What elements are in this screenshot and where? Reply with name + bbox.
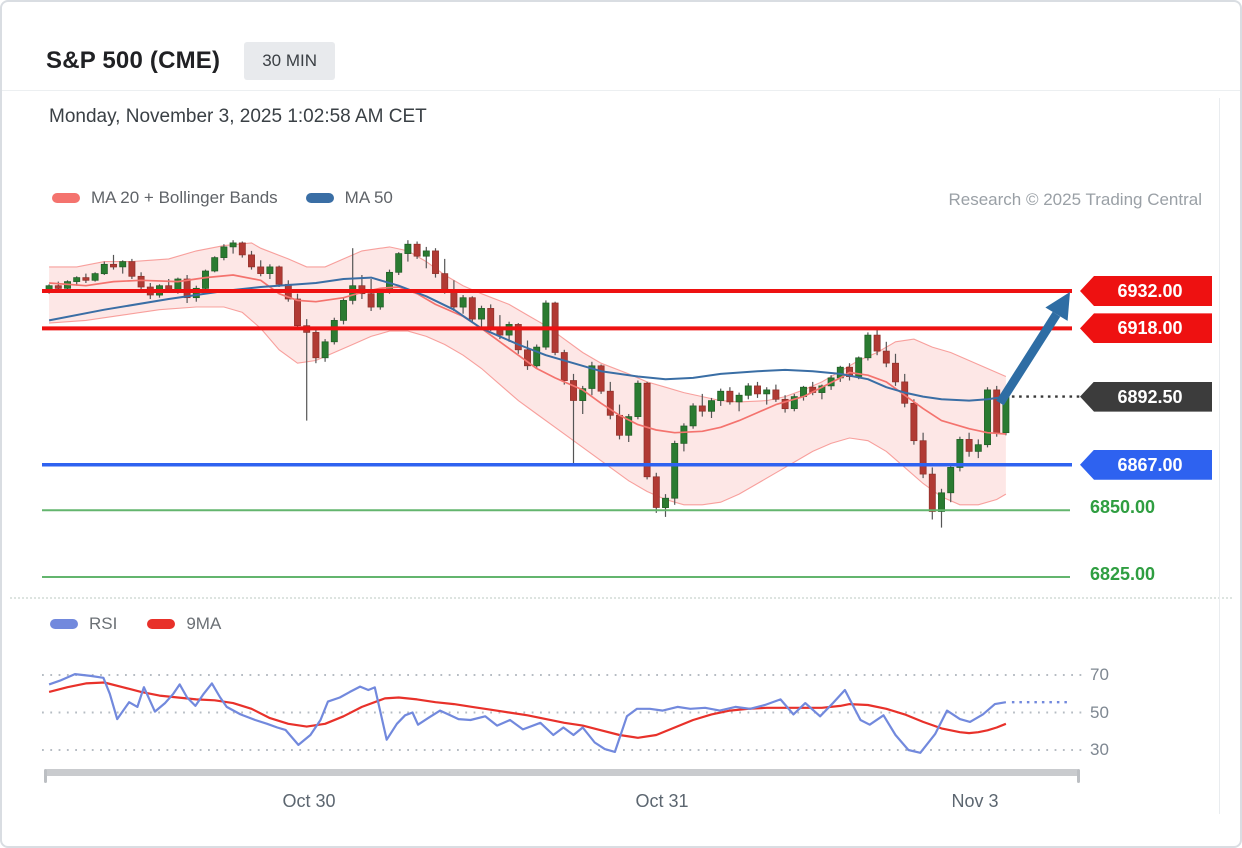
rsi-legend: RSI 9MA xyxy=(50,614,221,634)
ma50-legend-swatch xyxy=(305,193,334,203)
legend-item-9ma: 9MA xyxy=(147,614,221,634)
ma20-legend-swatch xyxy=(52,193,80,203)
research-credit: Research © 2025 Trading Central xyxy=(948,190,1203,209)
price-level-6850.00: 6850.00 xyxy=(1090,497,1156,518)
price-level-6918.00: 6918.00 xyxy=(1080,313,1212,344)
9ma-legend-swatch xyxy=(147,619,176,629)
header: S&P 500 (CME) 30 MIN xyxy=(46,42,336,80)
x-axis-label-oct31: Oct 31 xyxy=(635,791,689,811)
rsi-gridlines xyxy=(42,674,1084,751)
trend-arrow xyxy=(996,292,1070,406)
price-level-6825.00: 6825.00 xyxy=(1090,564,1156,584)
price-level-6892.50: 6892.50 xyxy=(1080,381,1212,412)
level-lines xyxy=(42,289,1080,578)
legend-item-ma50: MA 50 xyxy=(305,188,393,208)
page-title: S&P 500 (CME) xyxy=(46,47,221,74)
time-axis-scrollbar[interactable] xyxy=(44,769,1080,783)
price-level-6932.00: 6932.00 xyxy=(1080,276,1212,306)
header-divider xyxy=(2,90,1240,91)
legend-item-rsi: RSI xyxy=(50,614,117,634)
ma50-line xyxy=(48,276,1007,402)
rsi-line xyxy=(48,673,1007,754)
datetime-label: Monday, November 3, 2025 1:02:58 AM CET xyxy=(49,106,427,127)
x-axis-label-oct30: Oct 30 xyxy=(282,791,336,811)
right-edge-divider xyxy=(1219,98,1220,814)
x-axis-label-nov3: Nov 3 xyxy=(951,791,999,811)
9ma-legend-label: 9MA xyxy=(186,614,222,633)
rsi-legend-swatch xyxy=(50,619,78,629)
rsi-tick-50: 50 xyxy=(1090,702,1109,722)
timeframe-badge: 30 MIN xyxy=(244,42,336,80)
price-legend: MA 20 + Bollinger Bands MA 50 xyxy=(52,188,393,208)
rsi-legend-label: RSI xyxy=(89,614,118,633)
legend-item-ma20: MA 20 + Bollinger Bands xyxy=(52,188,278,208)
panel-divider xyxy=(10,597,1232,599)
rsi-tick-70: 70 xyxy=(1090,665,1109,684)
rsi-tick-30: 30 xyxy=(1090,740,1109,759)
price-level-6867.00: 6867.00 xyxy=(1080,449,1212,480)
ma20-legend-label: MA 20 + Bollinger Bands xyxy=(91,188,278,207)
ma50-legend-label: MA 50 xyxy=(344,188,393,207)
rsi-ma-line xyxy=(48,681,1007,739)
